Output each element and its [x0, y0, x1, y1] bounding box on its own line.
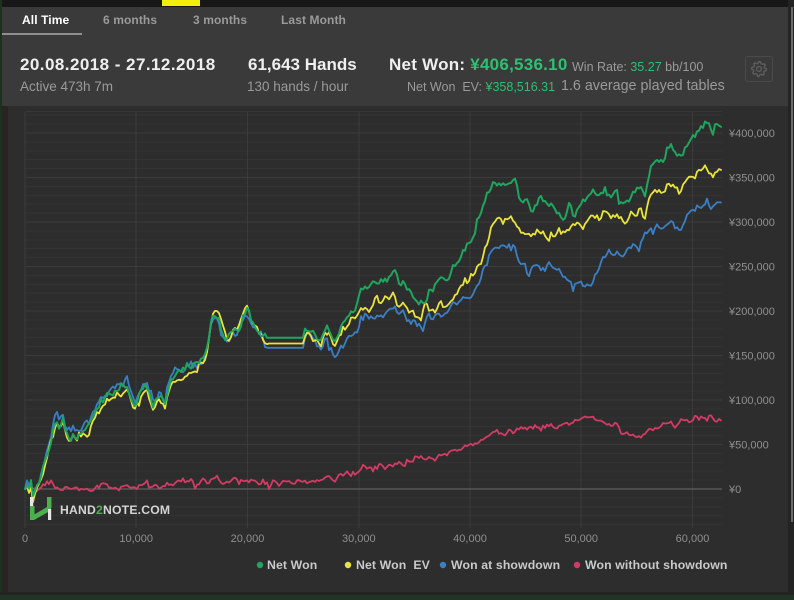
svg-text:¥200,000: ¥200,000 — [728, 306, 775, 318]
svg-text:60,000: 60,000 — [676, 533, 710, 545]
svg-text:¥350,000: ¥350,000 — [728, 173, 775, 185]
svg-text:HAND2NOTE.COM: HAND2NOTE.COM — [60, 503, 170, 517]
svg-text:¥100,000: ¥100,000 — [728, 395, 775, 407]
svg-text:Won without showdown: Won without showdown — [585, 558, 727, 572]
svg-text:¥150,000: ¥150,000 — [728, 351, 775, 363]
svg-text:10,000: 10,000 — [119, 533, 153, 545]
svg-text:50,000: 50,000 — [564, 533, 598, 545]
svg-text:¥400,000: ¥400,000 — [728, 128, 775, 140]
svg-text:¥300,000: ¥300,000 — [728, 217, 775, 229]
svg-text:¥250,000: ¥250,000 — [728, 262, 775, 274]
svg-text:30,000: 30,000 — [342, 533, 376, 545]
svg-text:Won at showdown: Won at showdown — [451, 558, 560, 572]
svg-text:¥50,000: ¥50,000 — [728, 440, 769, 452]
svg-text:¥0: ¥0 — [728, 484, 741, 496]
svg-text:0: 0 — [22, 533, 28, 545]
svg-text:20,000: 20,000 — [231, 533, 265, 545]
svg-text:Net Won EV: Net Won EV — [356, 558, 431, 572]
svg-text:Net Won: Net Won — [267, 558, 317, 572]
svg-text:40,000: 40,000 — [453, 533, 487, 545]
